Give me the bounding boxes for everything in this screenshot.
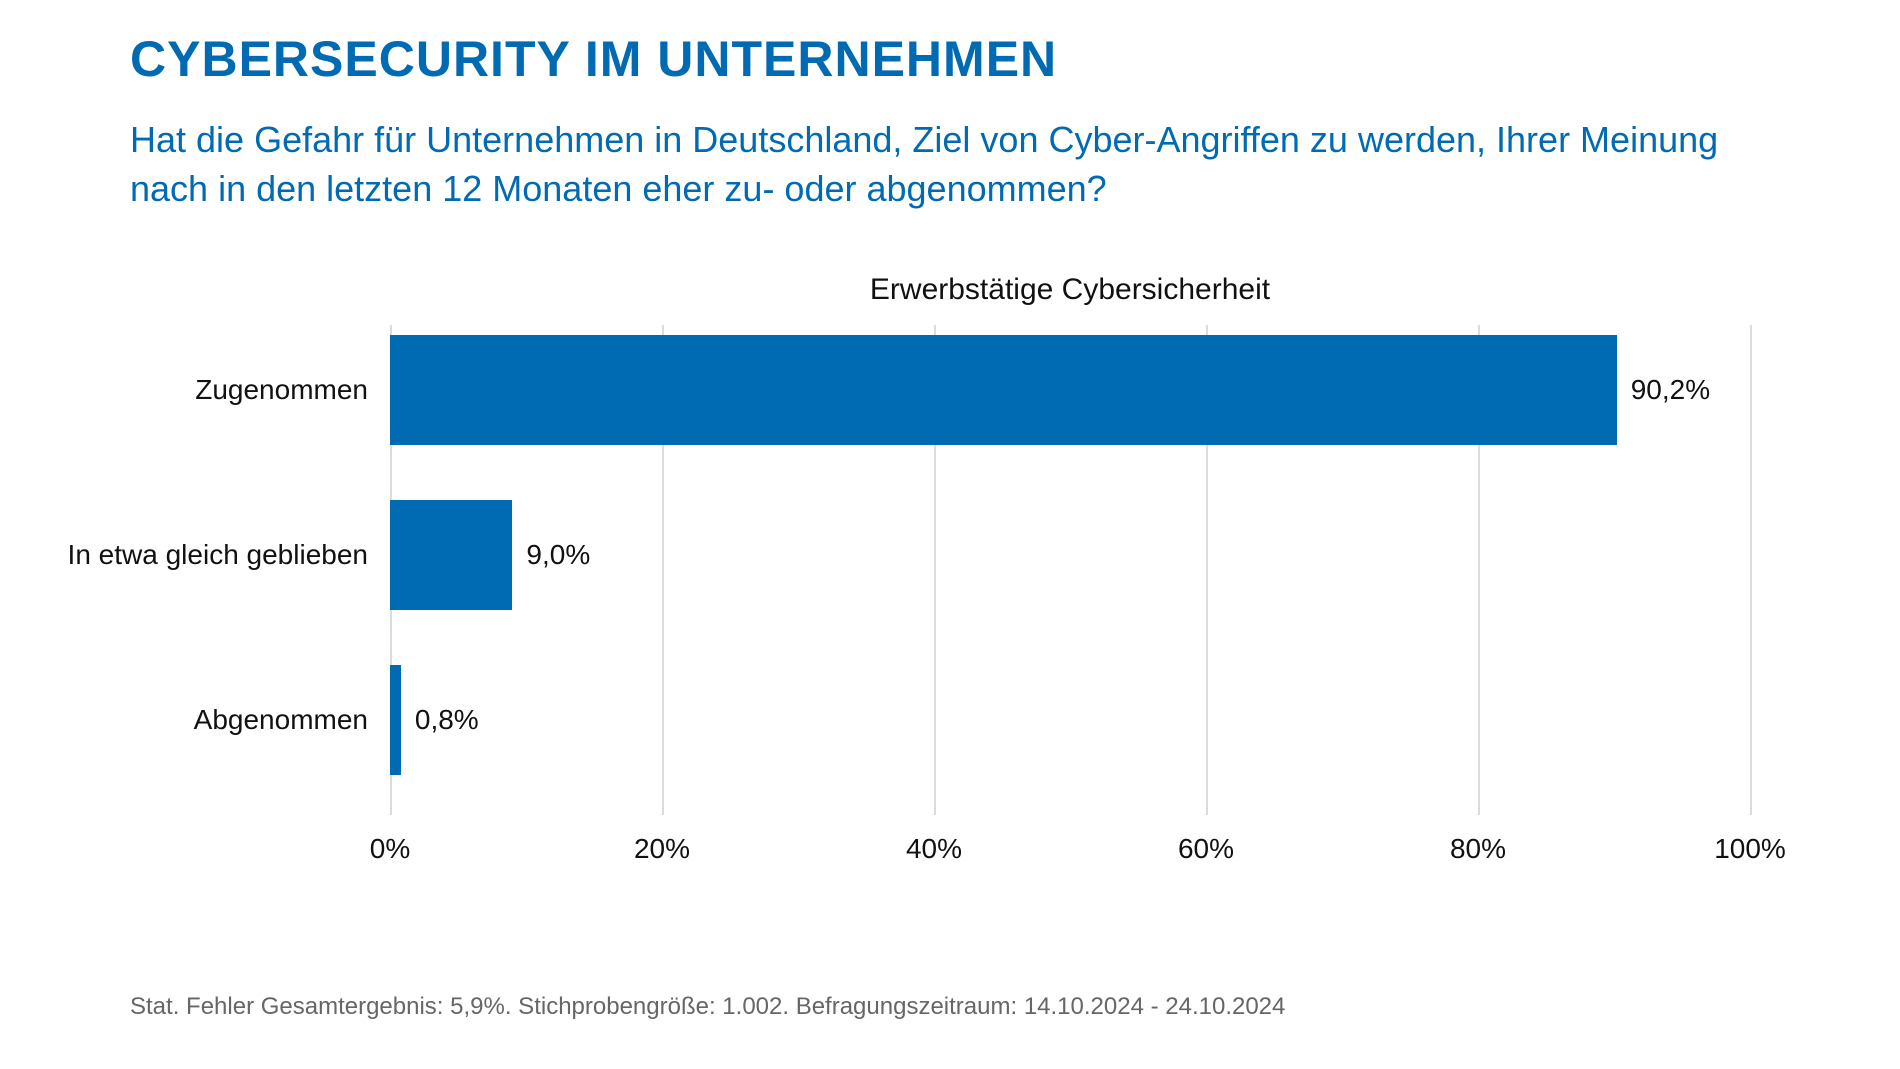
chart-category-label: Zugenommen (0, 374, 390, 406)
chart-x-axis: 0%20%40%60%80%100% (390, 833, 1750, 893)
chart-x-tick-label: 0% (370, 833, 410, 865)
chart-value-label: 90,2% (1617, 374, 1710, 406)
chart-category-label: Abgenommen (0, 704, 390, 736)
chart-x-tick-label: 80% (1450, 833, 1506, 865)
page-subtitle: Hat die Gefahr für Unternehmen in Deutsc… (130, 116, 1770, 213)
chart-bar (390, 665, 401, 775)
chart-x-tick-label: 60% (1178, 833, 1234, 865)
page: CYBERSECURITY IM UNTERNEHMEN Hat die Gef… (0, 0, 1900, 1069)
chart-x-tick-label: 40% (906, 833, 962, 865)
page-title: CYBERSECURITY IM UNTERNEHMEN (130, 30, 1770, 88)
chart-x-tick-label: 20% (634, 833, 690, 865)
chart-bar-row: In etwa gleich geblieben9,0% (390, 500, 1750, 610)
chart-footnote: Stat. Fehler Gesamtergebnis: 5,9%. Stich… (130, 993, 1285, 1021)
chart-value-label: 0,8% (401, 704, 479, 736)
chart-x-tick-label: 100% (1714, 833, 1786, 865)
chart-bar-row: Abgenommen0,8% (390, 665, 1750, 775)
chart-bar (390, 500, 512, 610)
bar-chart: Erwerbstätige Cybersicherheit Zugenommen… (390, 273, 1750, 893)
chart-bar (390, 335, 1617, 445)
chart-bar-row: Zugenommen90,2% (390, 335, 1750, 445)
chart-plot-area: Zugenommen90,2% In etwa gleich geblieben9… (390, 325, 1750, 815)
chart-value-label: 9,0% (512, 539, 590, 571)
chart-category-label: In etwa gleich geblieben (0, 539, 390, 571)
chart-gridline (1750, 325, 1752, 815)
chart-title: Erwerbstätige Cybersicherheit (390, 273, 1750, 307)
